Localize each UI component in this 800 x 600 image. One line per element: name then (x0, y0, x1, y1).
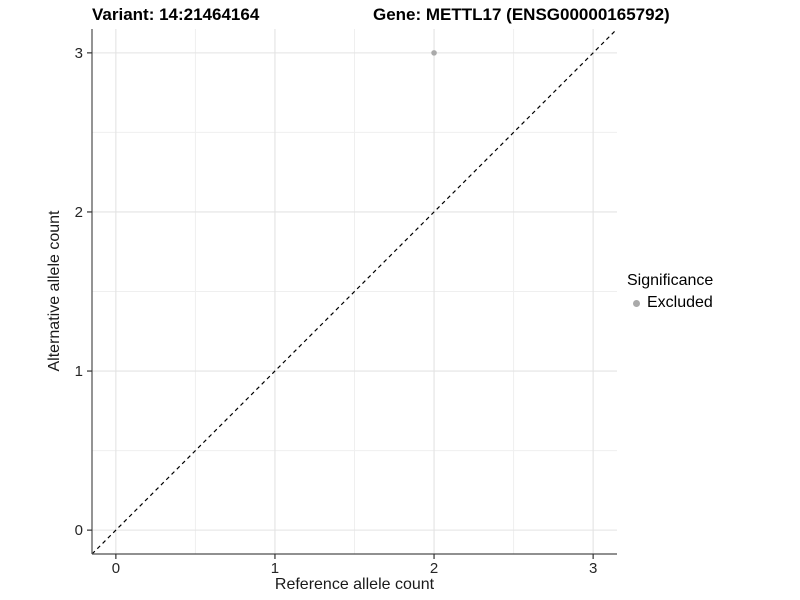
legend-title: Significance (627, 272, 714, 289)
x-tick-label: 0 (112, 560, 120, 577)
x-tick-label: 3 (589, 560, 597, 577)
data-point (431, 50, 437, 56)
gene-title: Gene: METTL17 (ENSG00000165792) (373, 5, 670, 24)
x-axis-title: Reference allele count (274, 576, 435, 593)
x-tick-label: 1 (271, 560, 279, 577)
legend-item-excluded: Excluded (627, 294, 713, 312)
identity-line (91, 28, 618, 555)
legend-marker-icon (633, 299, 640, 307)
y-tick-label: 1 (75, 363, 83, 380)
y-tick-label: 3 (75, 45, 83, 62)
y-tick-label: 2 (75, 204, 83, 221)
legend-item-label: Excluded (647, 294, 713, 311)
variant-title: Variant: 14:21464164 (92, 5, 260, 24)
legend: Significance Excluded (627, 272, 713, 312)
y-axis-title: Alternative allele count (46, 210, 63, 372)
x-tick-label: 2 (430, 560, 438, 577)
y-tick-label: 0 (75, 522, 83, 539)
